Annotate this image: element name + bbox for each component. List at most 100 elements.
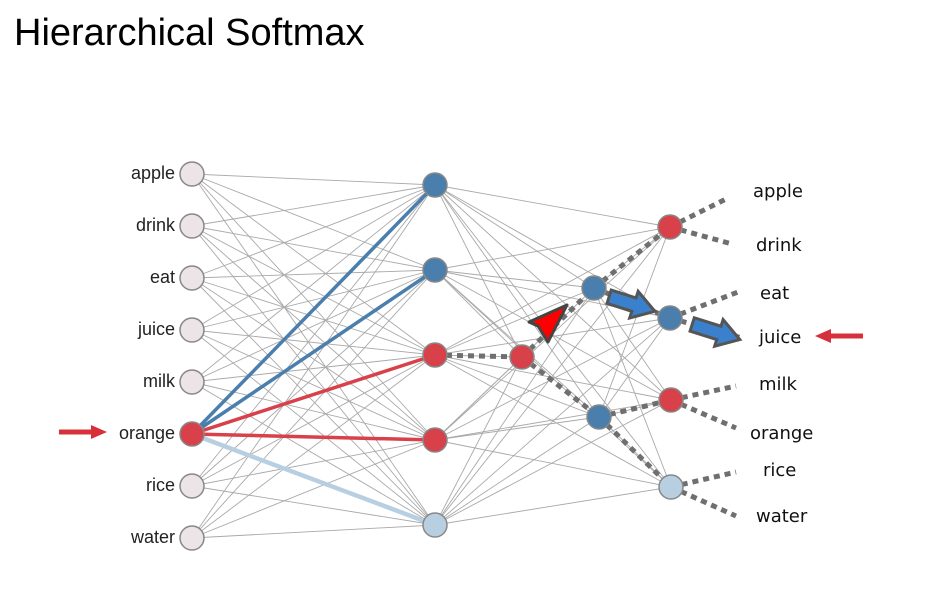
- output-label: eat: [760, 283, 789, 304]
- network-nodes: [179, 161, 684, 551]
- edge-line: [191, 184, 436, 227]
- highlighted-edge: [191, 432, 436, 442]
- tree-path-dotted-edges: [434, 195, 743, 519]
- edge-line: [191, 184, 436, 279]
- edge-line: [191, 524, 436, 539]
- edge-line: [191, 225, 436, 441]
- output-label-target: juice: [758, 327, 801, 348]
- edge-line: [191, 277, 436, 526]
- output-label: rice: [763, 460, 796, 481]
- hidden-node: [422, 427, 448, 453]
- tree-leaf-parent-node: [657, 214, 683, 240]
- edge-line: [191, 277, 436, 356]
- edge-line: [191, 354, 436, 539]
- input-arrow-icon: [59, 425, 107, 439]
- edge-line: [191, 354, 436, 487]
- edge-line: [191, 225, 436, 356]
- input-node: [179, 473, 205, 499]
- edge-line: [434, 269, 523, 358]
- edge-line: [191, 184, 436, 383]
- highlighted-edge: [191, 353, 436, 436]
- edge-line: [191, 269, 436, 383]
- edge-line: [434, 287, 595, 526]
- edge-line: [191, 184, 436, 331]
- input-node: [179, 525, 205, 551]
- tree-edge-dotted: [520, 355, 601, 419]
- edge-line: [434, 226, 671, 271]
- highlighted-edge: [191, 431, 436, 528]
- edge-line: [191, 173, 436, 526]
- output-label: orange: [750, 423, 813, 444]
- target-arrow-icon: [815, 329, 863, 343]
- edge-line: [434, 486, 672, 526]
- edge-line: [191, 269, 436, 279]
- input-label: milk: [143, 371, 176, 391]
- hidden-node: [422, 512, 448, 538]
- edge-line: [434, 399, 672, 441]
- network-edges: [191, 173, 672, 539]
- input-label: water: [130, 527, 175, 547]
- highlighted-edges: [190, 183, 437, 528]
- edge-line: [434, 184, 595, 289]
- edge-line: [191, 225, 436, 526]
- edge-line: [434, 269, 595, 289]
- output-label: drink: [756, 235, 802, 256]
- edge-line: [434, 354, 672, 401]
- tree-edge-dotted: [597, 415, 673, 489]
- edge-line: [191, 329, 436, 356]
- tree-edge-dotted: [592, 225, 672, 290]
- edge-line: [191, 225, 436, 271]
- edge-line: [191, 485, 436, 526]
- highlighted-edge: [191, 268, 436, 436]
- tree-edge-dotted: [434, 352, 523, 360]
- tree-root-node: [509, 344, 535, 370]
- tree-leaf-parent-node: [657, 305, 683, 331]
- input-node: [179, 213, 205, 239]
- input-label: drink: [136, 215, 176, 235]
- edge-line: [191, 184, 436, 539]
- edge-line: [191, 277, 436, 441]
- edge-line: [434, 439, 672, 488]
- tree-inner-node: [586, 404, 612, 430]
- edge-line: [434, 184, 672, 401]
- hidden-node: [422, 172, 448, 198]
- output-label: apple: [753, 181, 803, 202]
- tree-edge-dotted: [593, 285, 671, 321]
- path-arrow-blue-icon: [688, 315, 743, 349]
- edge-line: [434, 226, 671, 526]
- edge-line: [593, 287, 672, 488]
- edge-line: [598, 317, 671, 418]
- input-label: eat: [150, 267, 175, 287]
- edge-line: [434, 317, 671, 526]
- output-label: water: [756, 506, 808, 527]
- direction-arrows: [59, 288, 863, 439]
- edge-line: [191, 329, 436, 441]
- hidden-node: [422, 257, 448, 283]
- edge-line: [434, 184, 523, 358]
- edge-line: [191, 173, 436, 186]
- diagram-title: Hierarchical Softmax: [14, 12, 365, 54]
- highlighted-edge: [190, 183, 437, 436]
- edge-line: [434, 416, 600, 526]
- edge-line: [598, 226, 671, 418]
- edge-line: [434, 226, 671, 356]
- edge-line: [191, 173, 436, 356]
- edge-line: [434, 356, 523, 526]
- input-node: [179, 369, 205, 395]
- edge-line: [434, 269, 600, 418]
- edge-line: [191, 354, 436, 383]
- hidden-node: [422, 342, 448, 368]
- path-arrow-blue-icon: [605, 288, 658, 321]
- edge-line: [434, 416, 600, 441]
- input-node: [179, 161, 205, 187]
- tree-leaf-parent-node: [658, 474, 684, 500]
- output-labels: apple drink eat juice milk orange rice w…: [750, 181, 813, 527]
- edge-line: [434, 399, 672, 526]
- edge-line: [434, 287, 595, 356]
- tree-inner-node: [581, 275, 607, 301]
- input-label: juice: [137, 319, 175, 339]
- input-label: apple: [131, 163, 175, 183]
- edge-line: [191, 439, 436, 487]
- input-node: [179, 317, 205, 343]
